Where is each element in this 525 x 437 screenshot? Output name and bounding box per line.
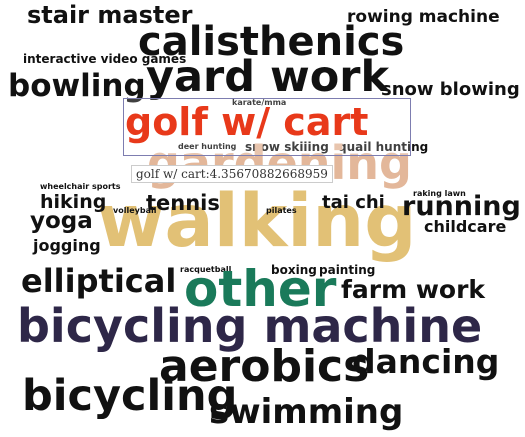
word-other[interactable]: other: [184, 260, 337, 318]
word-racquetball[interactable]: racquetball: [180, 265, 232, 274]
word-karate-mma[interactable]: karate/mma: [232, 98, 287, 107]
word-painting[interactable]: painting: [319, 263, 376, 277]
word-yoga[interactable]: yoga: [30, 208, 93, 234]
word-elliptical[interactable]: elliptical: [21, 262, 177, 300]
word-golf-w-cart[interactable]: golf w/ cart: [125, 100, 369, 144]
highlight-box: [123, 98, 411, 156]
word-bicycling[interactable]: bicycling: [22, 371, 238, 421]
word-raking-lawn[interactable]: raking lawn: [413, 189, 466, 198]
word-quail-hunting[interactable]: quail hunting: [338, 140, 429, 154]
word-yard-work[interactable]: yard work: [146, 52, 390, 102]
word-tai-chi[interactable]: tai chi: [322, 192, 385, 213]
value-tooltip: golf w/ cart:4.35670882668959: [131, 165, 333, 184]
word-snow-blowing[interactable]: snow blowing: [381, 79, 520, 100]
word-swimming[interactable]: swimming: [209, 392, 404, 432]
word-deer-hunting[interactable]: deer hunting: [178, 142, 237, 151]
word-snow-skiiing[interactable]: snow skiiing: [245, 140, 329, 154]
word-childcare[interactable]: childcare: [424, 217, 507, 236]
word-wheelchair-sports[interactable]: wheelchair sports: [40, 182, 121, 191]
word-boxing[interactable]: boxing: [271, 263, 317, 277]
word-aerobics[interactable]: aerobics: [159, 341, 370, 392]
word-farm-work[interactable]: farm work: [341, 275, 486, 304]
word-bicycling-machine[interactable]: bicycling machine: [17, 299, 483, 353]
word-running[interactable]: running: [402, 191, 521, 222]
word-jogging[interactable]: jogging: [33, 236, 101, 255]
word-calisthenics[interactable]: calisthenics: [138, 19, 405, 65]
word-walking[interactable]: walking: [97, 179, 417, 264]
word-tennis[interactable]: tennis: [146, 191, 220, 215]
word-volleyball[interactable]: volleyball: [113, 206, 157, 215]
word-rowing-machine[interactable]: rowing machine: [347, 7, 500, 27]
word-stair-master[interactable]: stair master: [27, 1, 193, 29]
word-hiking[interactable]: hiking: [40, 191, 107, 213]
word-dancing[interactable]: dancing: [352, 342, 500, 381]
word-bowling[interactable]: bowling: [8, 68, 146, 104]
word-pilates[interactable]: pilates: [266, 206, 297, 215]
word-interactive-video-games[interactable]: interactive video games: [23, 52, 187, 66]
